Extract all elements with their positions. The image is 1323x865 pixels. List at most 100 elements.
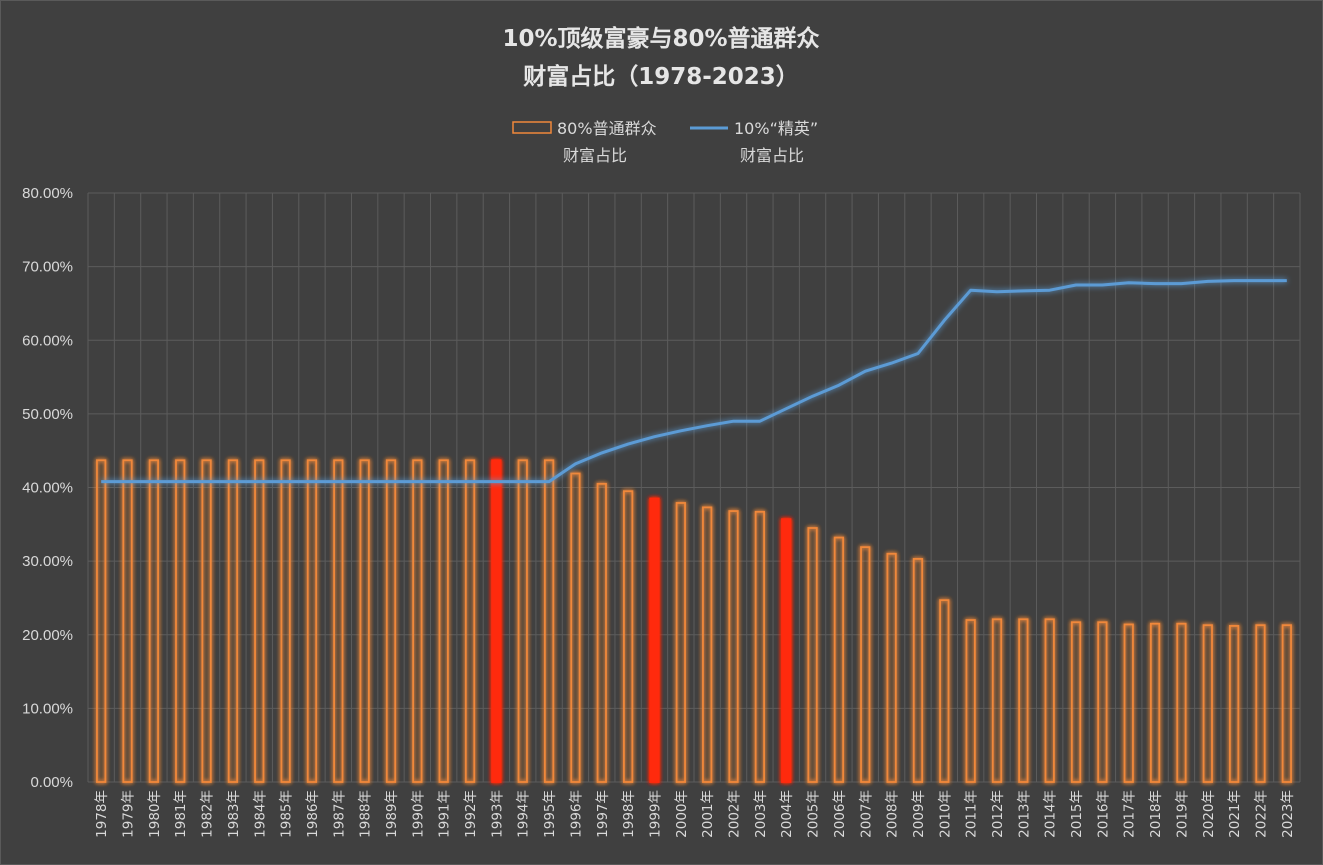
x-tick-label: 1996年 <box>568 790 584 838</box>
x-tick-label: 2015年 <box>1069 790 1085 838</box>
y-axis: 0.00% 10.00% 20.00% 30.00% 40.00% 50.00% 60.00… <box>22 185 73 791</box>
bar <box>385 459 397 783</box>
bar <box>860 546 871 783</box>
chart-subtitle: 财富占比（1978-2023） <box>523 63 799 90</box>
y-tick-label: 10.00% <box>22 700 73 717</box>
x-tick-label: 2012年 <box>990 790 1006 838</box>
x-tick-label: 2000年 <box>674 790 690 838</box>
bar <box>675 502 686 783</box>
x-tick-label: 1991年 <box>437 790 453 838</box>
x-tick-label: 2003年 <box>753 790 769 838</box>
x-tick-label: 1992年 <box>463 790 479 838</box>
bar <box>1202 624 1213 783</box>
x-tick-label: 2018年 <box>1148 790 1164 838</box>
x-tick-label: 1987年 <box>331 790 347 838</box>
bar <box>543 459 555 783</box>
bar <box>359 459 370 783</box>
x-tick-label: 2008年 <box>885 790 901 838</box>
bar <box>1097 621 1108 783</box>
y-tick-label: 50.00% <box>22 406 73 423</box>
legend-label-elite-line1: 10%“精英” <box>734 119 818 138</box>
bar <box>886 552 897 783</box>
bar <box>280 459 291 783</box>
y-tick-label: 40.00% <box>22 480 73 497</box>
legend-bar-swatch <box>512 121 552 134</box>
x-tick-label: 1995年 <box>542 790 558 838</box>
bar <box>1176 622 1187 783</box>
x-tick-label: 2021年 <box>1227 790 1243 838</box>
y-tick-label: 60.00% <box>22 332 73 349</box>
x-tick-label: 2023年 <box>1280 790 1296 838</box>
bar <box>517 459 528 783</box>
bar <box>96 459 107 783</box>
x-tick-label: 1981年 <box>173 790 189 838</box>
chart-title: 10%顶级富豪与80%普通群众 <box>502 25 819 52</box>
legend: 80%普通群众 财富占比 10%“精英” 财富占比 <box>512 119 818 165</box>
x-tick-label: 2007年 <box>858 790 874 838</box>
bar <box>623 490 634 783</box>
x-tick-label: 2016年 <box>1095 790 1111 838</box>
bar <box>412 459 423 783</box>
x-tick-label: 2010年 <box>937 790 953 838</box>
line-series <box>101 279 1287 484</box>
x-tick-label: 1997年 <box>595 790 611 838</box>
bar <box>596 482 607 783</box>
elite-share-line <box>101 279 1287 484</box>
bar-series <box>96 459 1292 783</box>
x-tick-label: 2022年 <box>1254 790 1270 838</box>
bar <box>728 510 739 783</box>
x-tick-label: 1990年 <box>410 790 426 838</box>
x-tick-label: 2001年 <box>700 790 716 838</box>
bar-highlight <box>781 518 792 783</box>
x-tick-label: 2005年 <box>806 790 822 838</box>
x-tick-label: 1993年 <box>489 790 505 838</box>
bar <box>254 459 265 783</box>
x-tick-label: 1998年 <box>621 790 637 838</box>
bar <box>965 619 976 783</box>
bar <box>1018 618 1029 783</box>
x-tick-label: 2011年 <box>964 790 980 838</box>
x-tick-label: 1985年 <box>279 790 295 838</box>
x-tick-label: 2013年 <box>1016 790 1032 838</box>
x-tick-label: 1994年 <box>516 790 532 838</box>
x-tick-label: 2004年 <box>779 790 795 838</box>
bar <box>333 459 344 783</box>
x-tick-label: 1979年 <box>121 790 137 838</box>
bar <box>912 558 924 783</box>
x-tick-label: 1984年 <box>252 790 268 838</box>
bar <box>807 527 818 783</box>
x-tick-label: 2014年 <box>1043 790 1059 838</box>
x-tick-label: 2020年 <box>1201 790 1217 838</box>
x-tick-label: 1980年 <box>147 790 163 838</box>
gridlines <box>87 192 1301 783</box>
x-tick-label: 2009年 <box>911 790 927 838</box>
legend-label-masses-line2: 财富占比 <box>563 146 627 165</box>
bar <box>122 459 133 783</box>
bar <box>175 459 186 783</box>
x-axis: 1978年 1979年 1980年 1981年 1982年 1983年 1984年 1985年… <box>94 790 1296 838</box>
y-tick-label: 70.00% <box>22 259 73 276</box>
x-tick-label: 1982年 <box>200 790 216 838</box>
bar <box>991 618 1003 783</box>
bar <box>1070 621 1082 783</box>
bar <box>1255 624 1266 783</box>
x-tick-label: 1983年 <box>226 790 242 838</box>
bar-highlight <box>649 497 660 783</box>
bar <box>754 510 765 783</box>
bar <box>438 459 449 783</box>
bar <box>227 459 239 783</box>
bar <box>1281 624 1292 783</box>
x-tick-label: 1999年 <box>648 790 664 838</box>
bar <box>1044 618 1055 783</box>
bar <box>148 459 159 783</box>
x-tick-label: 1989年 <box>384 790 400 838</box>
bar <box>1123 623 1134 783</box>
bar <box>570 472 581 783</box>
x-tick-label: 1988年 <box>358 790 374 838</box>
x-tick-label: 1986年 <box>305 790 321 838</box>
y-tick-label: 20.00% <box>22 627 73 644</box>
legend-label-elite-line2: 财富占比 <box>740 146 804 165</box>
bar <box>201 459 212 783</box>
y-tick-label: 80.00% <box>22 185 73 202</box>
